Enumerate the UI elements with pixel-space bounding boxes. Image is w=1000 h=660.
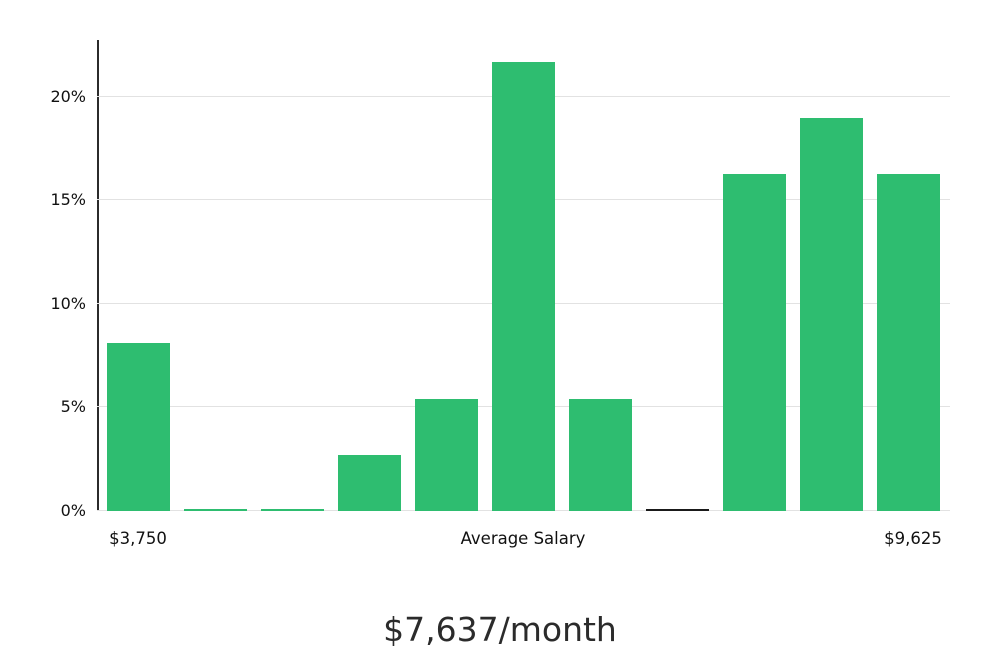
chart-title-average-monthly-salary: $7,637/month: [383, 610, 617, 649]
plot-area: [97, 40, 950, 511]
bar: [492, 61, 555, 511]
bar: [338, 455, 401, 511]
bar-highlight: [646, 508, 709, 511]
y-axis-line: [97, 40, 99, 511]
y-tick-label: 10%: [50, 293, 86, 313]
bar: [569, 399, 632, 511]
bar: [107, 343, 170, 511]
x-axis-label-average-salary: Average Salary: [460, 529, 586, 548]
bar: [800, 117, 863, 511]
y-tick-label: 15%: [50, 190, 86, 210]
bar: [261, 508, 324, 511]
bar: [877, 173, 940, 511]
y-tick-label: 5%: [60, 397, 86, 417]
bar: [184, 508, 247, 511]
bar: [415, 399, 478, 511]
bar: [723, 173, 786, 511]
x-axis-label-min-salary: $3,750: [109, 529, 167, 548]
y-tick-label: 20%: [50, 86, 86, 106]
x-axis-label-max-salary: $9,625: [884, 529, 942, 548]
y-tick-label: 0%: [60, 501, 86, 520]
